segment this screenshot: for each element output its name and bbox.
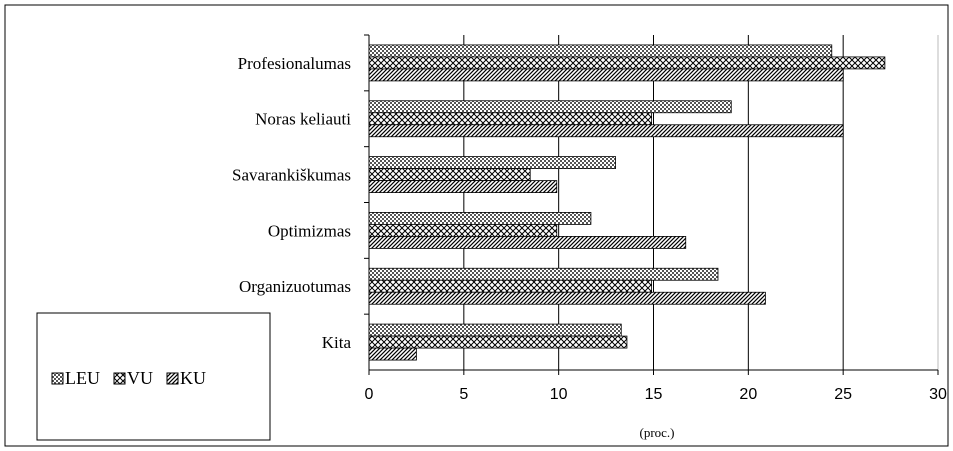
bar (368, 124, 844, 138)
x-tick-label: 20 (739, 386, 757, 403)
y-tick-label: Organizuotumas (239, 277, 351, 296)
x-tick-label: 5 (459, 386, 468, 403)
bar (368, 68, 844, 82)
bar (368, 156, 616, 169)
x-tick-label: 0 (365, 386, 374, 403)
bar (368, 224, 558, 237)
bar (368, 267, 719, 281)
bar (368, 180, 558, 193)
legend-swatch (51, 372, 64, 385)
x-tick-label: 10 (550, 386, 568, 403)
bar (368, 335, 628, 349)
bar (368, 236, 687, 249)
legend-label: LEU (65, 368, 100, 388)
bar (368, 323, 622, 337)
legend-box (36, 312, 271, 441)
bar (368, 279, 653, 293)
x-tick-label: 25 (834, 386, 852, 403)
y-tick-label: Savarankiškumas (232, 165, 351, 184)
x-tick-label: 30 (929, 386, 947, 403)
bar (368, 56, 886, 70)
y-tick-label: Noras keliauti (255, 110, 351, 129)
legend-swatch (113, 372, 126, 385)
bar (368, 347, 417, 361)
legend-swatch (166, 372, 179, 385)
x-tick-label: 15 (645, 386, 663, 403)
y-tick-label: Optimizmas (268, 221, 351, 240)
bar (368, 112, 653, 126)
frame (4, 4, 949, 447)
bar (368, 44, 833, 58)
legend-label: VU (127, 368, 153, 388)
bar (368, 168, 531, 181)
legend-label: KU (180, 368, 206, 388)
bar (368, 100, 732, 114)
y-tick-label: Profesionalumas (238, 54, 351, 73)
bar (368, 212, 592, 225)
x-axis-label: (proc.) (639, 425, 674, 440)
bar (368, 291, 766, 305)
y-tick-label: Kita (322, 333, 352, 352)
